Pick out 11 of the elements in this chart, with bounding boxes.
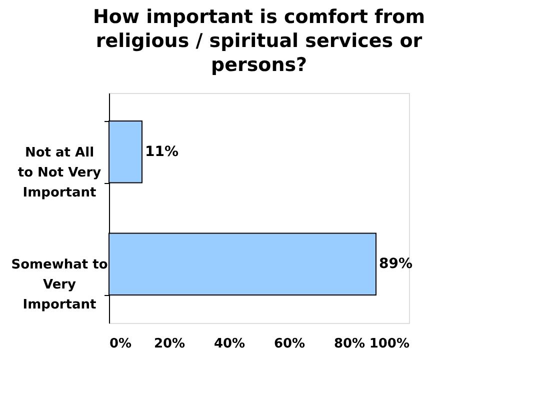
data-label: 11% bbox=[145, 144, 179, 160]
chart-title: How important is comfort from religious / spiritual services or persons? bbox=[92, 6, 426, 76]
y-tick-label: Not at All to Not Very Important bbox=[18, 145, 102, 200]
x-tick-label: 0% bbox=[110, 336, 132, 352]
x-tick-label: 100% bbox=[369, 336, 410, 352]
y-tick-label: Somewhat to Very Important bbox=[11, 258, 108, 313]
x-tick-label: 20% bbox=[154, 336, 186, 352]
data-label: 89% bbox=[379, 256, 413, 272]
x-tick-label: 40% bbox=[214, 336, 246, 352]
x-tick-label: 60% bbox=[274, 336, 306, 352]
x-tick-label: 80% bbox=[334, 336, 366, 352]
